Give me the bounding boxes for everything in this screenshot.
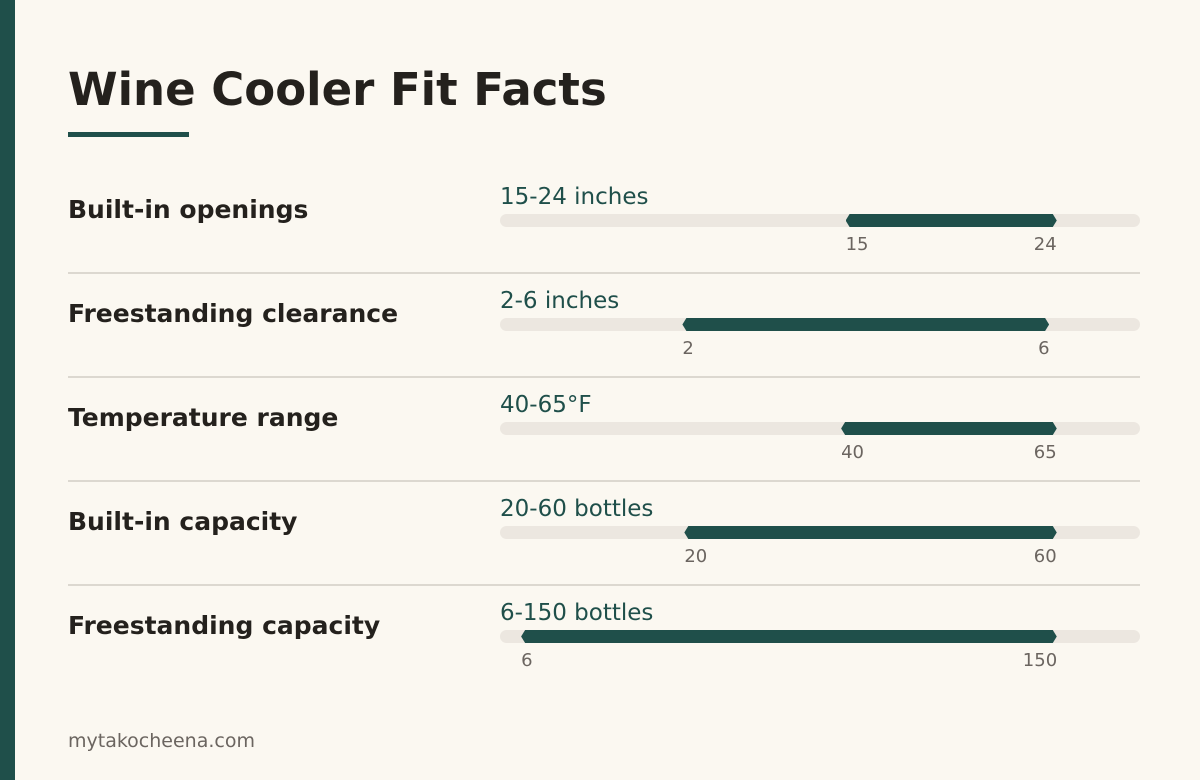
- site-footer: mytakocheena.com: [68, 730, 255, 752]
- fact-row-built-in-openings: Built-in openings 15-24 inches 15 24: [68, 174, 1140, 278]
- fact-value: 20-60 bottles: [500, 496, 654, 522]
- fact-label: Freestanding clearance: [68, 299, 399, 328]
- range-max-label: 24: [1033, 234, 1057, 255]
- row-divider: [68, 376, 1140, 378]
- fact-row-temperature-range: Temperature range 40-65°F 40 65: [68, 382, 1140, 486]
- fact-label: Freestanding capacity: [68, 611, 381, 640]
- fact-value: 40-65°F: [500, 392, 592, 418]
- fact-row-freestanding-clearance: Freestanding clearance 2-6 inches 2 6: [68, 278, 1140, 382]
- range-min-label: 40: [841, 442, 865, 463]
- range-track: [500, 422, 1140, 435]
- fact-row-freestanding-capacity: Freestanding capacity 6-150 bottles 6 15…: [68, 590, 1140, 694]
- row-divider: [68, 480, 1140, 482]
- left-accent-stripe: [0, 0, 15, 780]
- fact-label: Built-in capacity: [68, 507, 298, 536]
- fact-row-built-in-capacity: Built-in capacity 20-60 bottles 20 60: [68, 486, 1140, 590]
- range-fill: [846, 214, 1057, 227]
- range-max-label: 60: [1033, 546, 1057, 567]
- range-track: [500, 214, 1140, 227]
- range-min-label: 20: [684, 546, 708, 567]
- fact-label: Temperature range: [68, 403, 339, 432]
- row-divider: [68, 584, 1140, 586]
- fact-value: 15-24 inches: [500, 184, 649, 210]
- range-fill: [682, 318, 1049, 331]
- page-title: Wine Cooler Fit Facts: [68, 63, 607, 116]
- range-track: [500, 526, 1140, 539]
- title-underline: [68, 132, 189, 137]
- fact-value: 6-150 bottles: [500, 600, 654, 626]
- range-max-label: 6: [1038, 338, 1050, 359]
- range-fill: [521, 630, 1057, 643]
- range-track: [500, 318, 1140, 331]
- range-min-label: 6: [521, 650, 533, 671]
- range-max-label: 65: [1033, 442, 1057, 463]
- row-divider: [68, 272, 1140, 274]
- fact-value: 2-6 inches: [500, 288, 620, 314]
- range-max-label: 150: [1022, 650, 1058, 671]
- range-fill: [841, 422, 1057, 435]
- range-track: [500, 630, 1140, 643]
- range-min-label: 2: [682, 338, 694, 359]
- range-fill: [684, 526, 1056, 539]
- fact-label: Built-in openings: [68, 195, 309, 224]
- range-min-label: 15: [845, 234, 869, 255]
